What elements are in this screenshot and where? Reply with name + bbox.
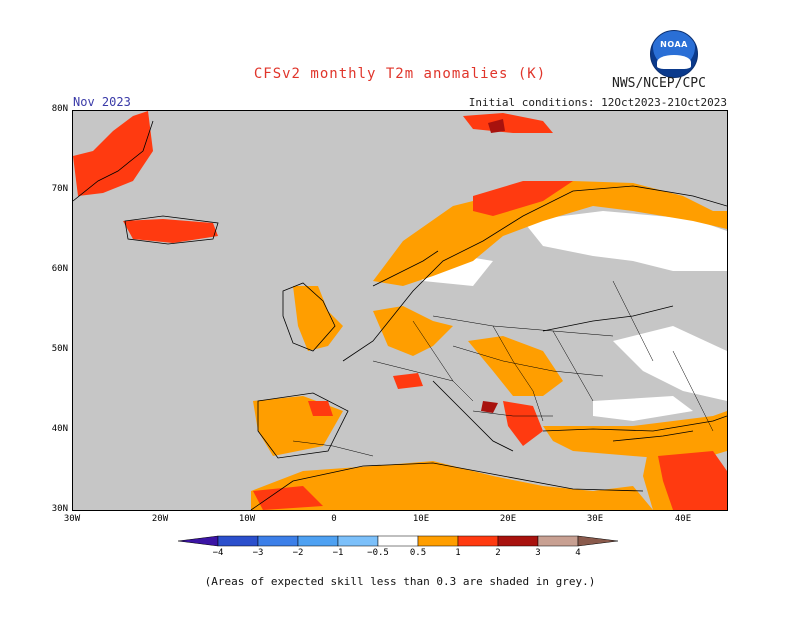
- colorbar-segment: [417, 535, 459, 547]
- colorbar-label: 0.5: [409, 548, 427, 558]
- lon-tick: 20W: [151, 514, 169, 524]
- lat-tick: 60N: [51, 264, 68, 274]
- coastlines: [73, 120, 727, 510]
- colorbar-arrow-right: [577, 535, 619, 547]
- lat-tick: 80N: [51, 104, 68, 114]
- colorbar-arrow-left: [177, 535, 219, 547]
- lon-tick: 30W: [63, 514, 81, 524]
- map-svg: [73, 111, 727, 510]
- colorbar-label: 1: [455, 548, 461, 558]
- colorbar-label: 2: [495, 548, 501, 558]
- lat-tick: 70N: [51, 184, 68, 194]
- logo-text: NOAA: [660, 40, 688, 49]
- colorbar-segment: [257, 535, 299, 547]
- lat-tick: 50N: [51, 344, 68, 354]
- anomaly-red-regions: [73, 111, 727, 510]
- colorbar-segment: [457, 535, 499, 547]
- lon-tick: 20E: [499, 514, 517, 524]
- colorbar: [177, 535, 619, 547]
- colorbar-segment: [297, 535, 339, 547]
- colorbar-label: −4: [212, 548, 224, 558]
- lon-tick: 30E: [586, 514, 604, 524]
- lon-tick: 10E: [412, 514, 430, 524]
- colorbar-label: 3: [535, 548, 541, 558]
- anomaly-orange-regions: [251, 181, 727, 510]
- anomaly-darkred-regions: [481, 119, 505, 413]
- colorbar-segment: [537, 535, 579, 547]
- anomaly-map: [72, 110, 728, 511]
- colorbar-label: −1: [332, 548, 344, 558]
- colorbar-label: −3: [252, 548, 264, 558]
- colorbar-label: −0.5: [367, 548, 389, 558]
- lon-tick: 40E: [674, 514, 692, 524]
- footnote: (Areas of expected skill less than 0.3 a…: [204, 575, 596, 588]
- colorbar-segment: [377, 535, 419, 547]
- lon-tick: 10W: [238, 514, 256, 524]
- chart-title: CFSv2 monthly T2m anomalies (K): [253, 66, 547, 82]
- forecast-month: Nov 2023: [73, 95, 131, 109]
- colorbar-label: −2: [292, 548, 304, 558]
- initial-conditions: Initial conditions: 12Oct2023-21Oct2023: [468, 96, 727, 109]
- noaa-logo: NOAA: [650, 30, 698, 78]
- country-borders: [292, 280, 714, 457]
- colorbar-segment: [497, 535, 539, 547]
- agency-label: NWS/NCEP/CPC: [612, 76, 706, 91]
- colorbar-label: 4: [575, 548, 581, 558]
- logo-bird-icon: [657, 55, 691, 69]
- lon-tick: 0: [331, 514, 337, 524]
- colorbar-segment: [217, 535, 259, 547]
- lat-tick: 30N: [51, 504, 68, 514]
- lat-tick: 40N: [51, 424, 68, 434]
- colorbar-segment: [337, 535, 379, 547]
